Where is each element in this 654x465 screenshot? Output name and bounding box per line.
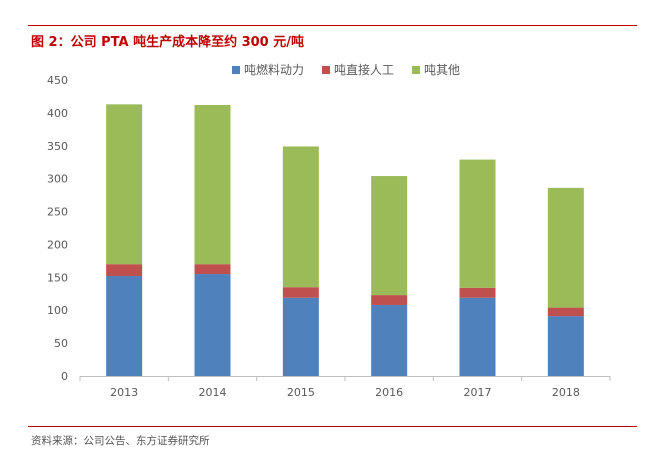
chart-area: 吨燃料动力 吨直接人工 吨其他 0 50 100 150 200 250 300 350 400 45…	[28, 60, 637, 420]
bar-segment-3	[194, 104, 231, 265]
y-tick-label: 150	[47, 271, 68, 284]
y-tick-label: 50	[54, 337, 68, 350]
stacked-bar-chart: 吨燃料动力 吨直接人工 吨其他 0 50 100 150 200 250 300 350 400 45…	[47, 62, 611, 399]
legend-label: 吨直接人工	[334, 62, 394, 77]
legend-label: 吨其他	[424, 63, 460, 77]
bar-segment-1	[106, 276, 143, 376]
x-tick-label: 2014	[199, 386, 227, 399]
y-axis: 0 50 100 150 200 250 300 350 400 450	[47, 74, 68, 383]
x-axis: 2013 2014 2015 2016 2017 2018	[79, 376, 611, 399]
bar-segment-1	[194, 274, 231, 376]
legend-label: 吨燃料动力	[244, 62, 304, 77]
bar-segment-3	[547, 187, 584, 308]
top-rule	[28, 25, 637, 26]
bar-segment-3	[459, 159, 496, 288]
bar-segment-2	[459, 287, 496, 298]
y-tick-label: 300	[47, 173, 68, 186]
bar-segment-1	[371, 304, 408, 376]
bar-segment-2	[194, 264, 231, 275]
bar-segment-3	[282, 146, 319, 288]
bar-segment-2	[282, 287, 319, 298]
bar-segment-1	[547, 316, 584, 376]
bottom-rule	[28, 426, 637, 427]
bar-segment-3	[106, 104, 143, 265]
bar-segment-3	[371, 176, 408, 296]
x-tick-label: 2017	[464, 386, 492, 399]
bars	[106, 104, 584, 376]
bar-segment-2	[106, 264, 143, 277]
y-tick-label: 350	[47, 140, 68, 153]
bar-segment-1	[459, 297, 496, 376]
bar-segment-1	[282, 297, 319, 376]
x-tick-label: 2016	[375, 386, 403, 399]
bar-segment-2	[371, 295, 408, 305]
legend-swatch	[232, 66, 240, 74]
figure-title: 图 2：公司 PTA 吨生产成本降至约 300 元/吨	[31, 35, 305, 50]
y-tick-label: 200	[47, 238, 68, 251]
y-tick-label: 0	[61, 370, 68, 383]
source-note: 资料来源：公司公告、东方证券研究所	[31, 435, 210, 447]
x-tick-label: 2015	[287, 386, 315, 399]
legend-swatch	[412, 66, 420, 74]
y-tick-label: 400	[47, 107, 68, 120]
y-tick-label: 100	[47, 304, 68, 317]
x-tick-label: 2013	[110, 386, 138, 399]
legend: 吨燃料动力 吨直接人工 吨其他	[232, 62, 460, 77]
legend-swatch	[322, 66, 330, 74]
bar-segment-2	[547, 307, 584, 317]
y-tick-label: 250	[47, 206, 68, 219]
y-tick-label: 450	[47, 74, 68, 87]
x-tick-label: 2018	[552, 386, 580, 399]
